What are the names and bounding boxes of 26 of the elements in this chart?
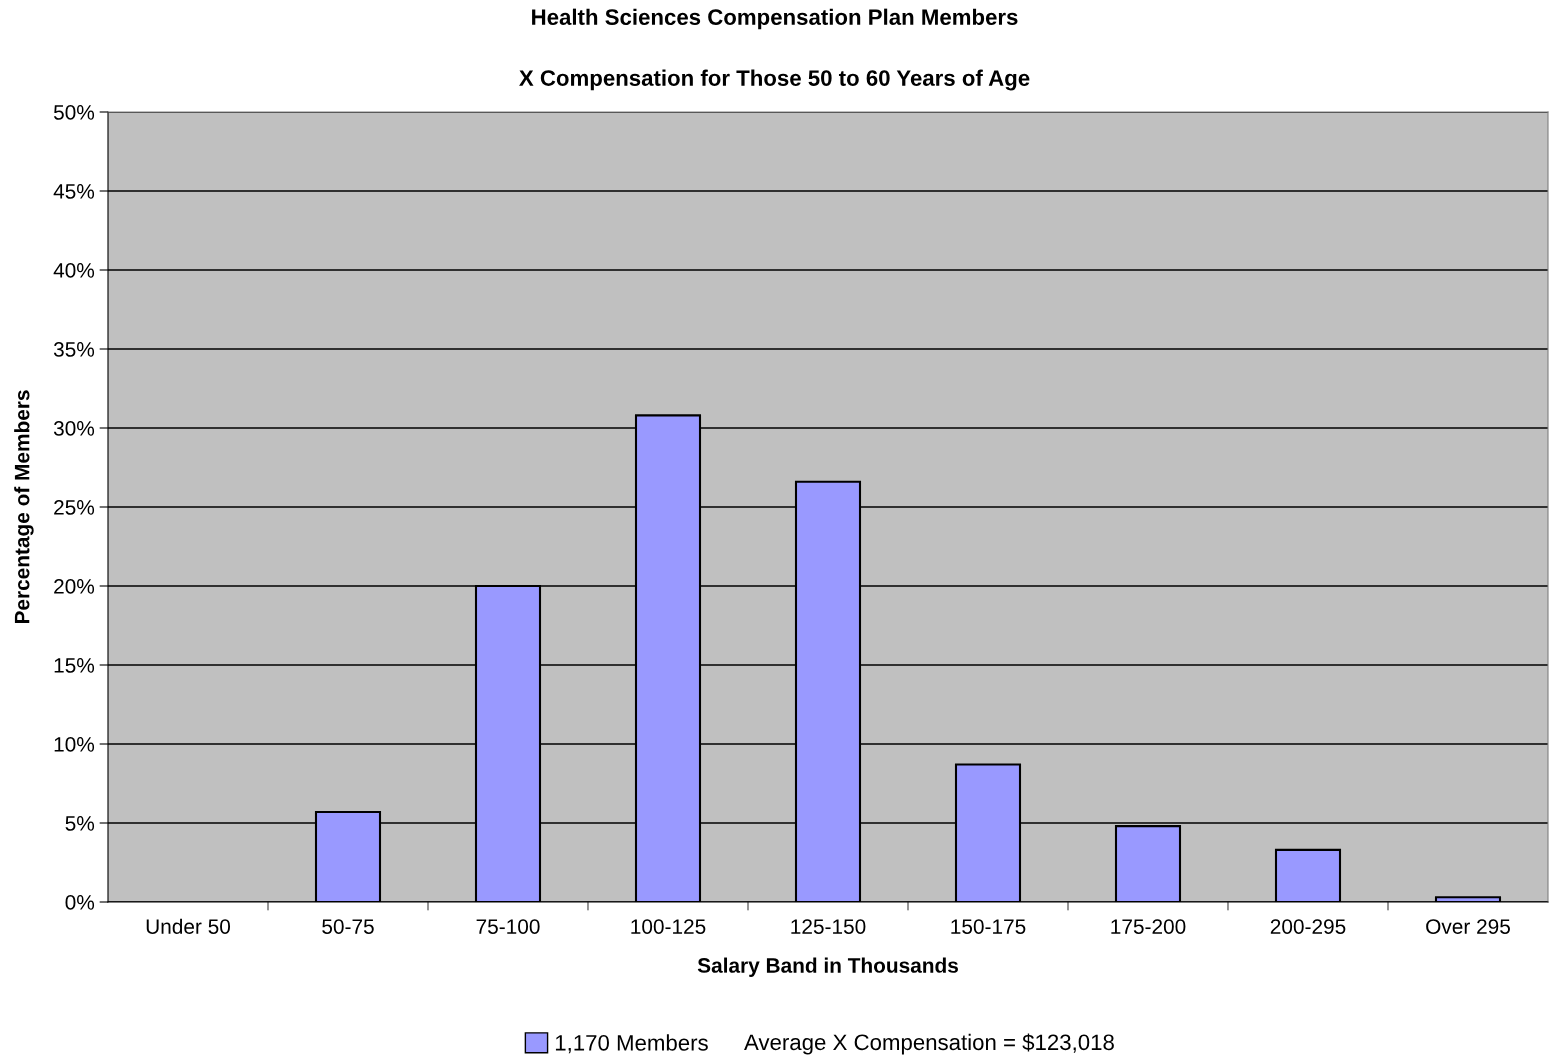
x-tick-label: 50-75 [322, 919, 374, 934]
y-tick-label: 40% [53, 263, 95, 278]
legend-label: 1,170 Members [555, 1034, 708, 1054]
text: Average X Compensation = $123,018 [744, 1033, 1114, 1055]
x-tick-label: 175-200 [1111, 919, 1186, 934]
x-tick-label: Under 50 [146, 918, 231, 934]
y-tick-label: 5% [65, 816, 95, 831]
x-tick-label: 150-175 [951, 919, 1026, 934]
x-tick-label: 200-295 [1270, 919, 1346, 934]
chart-subtitle: X Compensation for Those 50 to 60 Years of Age [519, 69, 1030, 91]
y-tick-label: 0% [65, 895, 95, 910]
y-tick-label: 15% [54, 658, 95, 673]
x-tick-label: 125-150 [791, 919, 866, 934]
x-tick-label: Over 295 [1426, 919, 1510, 934]
chart-title: Health Sciences Compensation Plan Members [532, 8, 1018, 30]
y-axis-title: Percentage of Members [14, 390, 34, 624]
y-tick-label: 30% [53, 421, 95, 436]
y-tick-label: 20% [54, 579, 95, 594]
x-tick-label: 100-125 [631, 919, 706, 934]
y-tick-label: 10% [54, 737, 95, 752]
y-tick-label: 45% [53, 184, 95, 199]
y-tick-label: 25% [54, 500, 95, 515]
y-tick-label: 50% [53, 105, 95, 120]
x-tick-label: 75-100 [476, 919, 540, 934]
y-tick-label: 35% [53, 342, 95, 357]
x-axis-title: Salary Band in Thousands [697, 957, 958, 977]
